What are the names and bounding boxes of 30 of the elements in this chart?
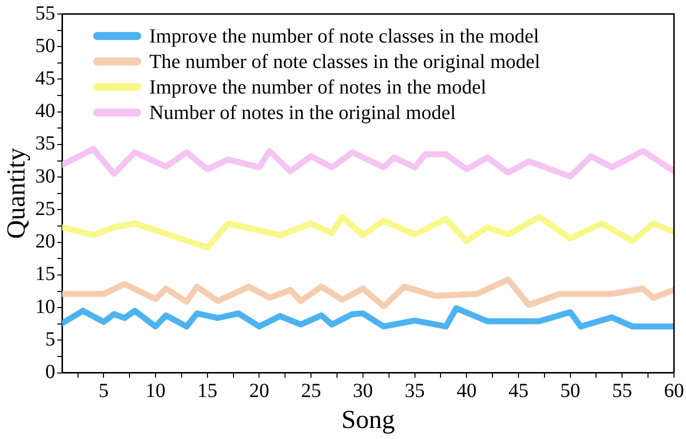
y-tick-label: 0 [45, 361, 56, 384]
x-tick-label: 55 [612, 380, 632, 402]
legend-label: The number of note classes in the original model [149, 50, 541, 73]
y-tick-label: 35 [35, 132, 56, 155]
y-tick-label: 50 [35, 34, 56, 57]
x-tick-label: 45 [508, 380, 528, 402]
x-tick-label: 60 [664, 380, 684, 402]
x-axis-title: Song [341, 405, 395, 434]
y-tick-label: 15 [35, 263, 56, 286]
x-tick-label: 20 [249, 380, 270, 402]
x-tick-label: 30 [352, 380, 373, 402]
y-tick-label: 10 [35, 296, 56, 318]
legend-label: Improve the number of note classes in the model [149, 25, 540, 48]
y-tick-label: 25 [35, 198, 56, 220]
y-tick-label: 5 [45, 328, 56, 350]
x-tick-label: 40 [456, 380, 477, 402]
x-tick-label: 5 [98, 380, 109, 402]
x-tick-label: 15 [197, 380, 218, 402]
y-tick-label: 20 [35, 230, 56, 253]
x-tick-label: 35 [404, 380, 425, 402]
y-tick-label: 55 [35, 2, 56, 24]
y-tick-label: 45 [35, 67, 56, 90]
y-axis-title: Quantity [1, 148, 30, 239]
legend-label: Number of notes in the original model [149, 102, 456, 124]
y-tick-label: 40 [35, 100, 56, 122]
x-tick-label: 25 [301, 380, 322, 402]
x-tick-label: 50 [560, 380, 580, 402]
x-tick-label: 10 [146, 380, 166, 402]
legend-label: Improve the number of notes in the model [149, 76, 487, 98]
y-tick-label: 30 [35, 165, 56, 188]
